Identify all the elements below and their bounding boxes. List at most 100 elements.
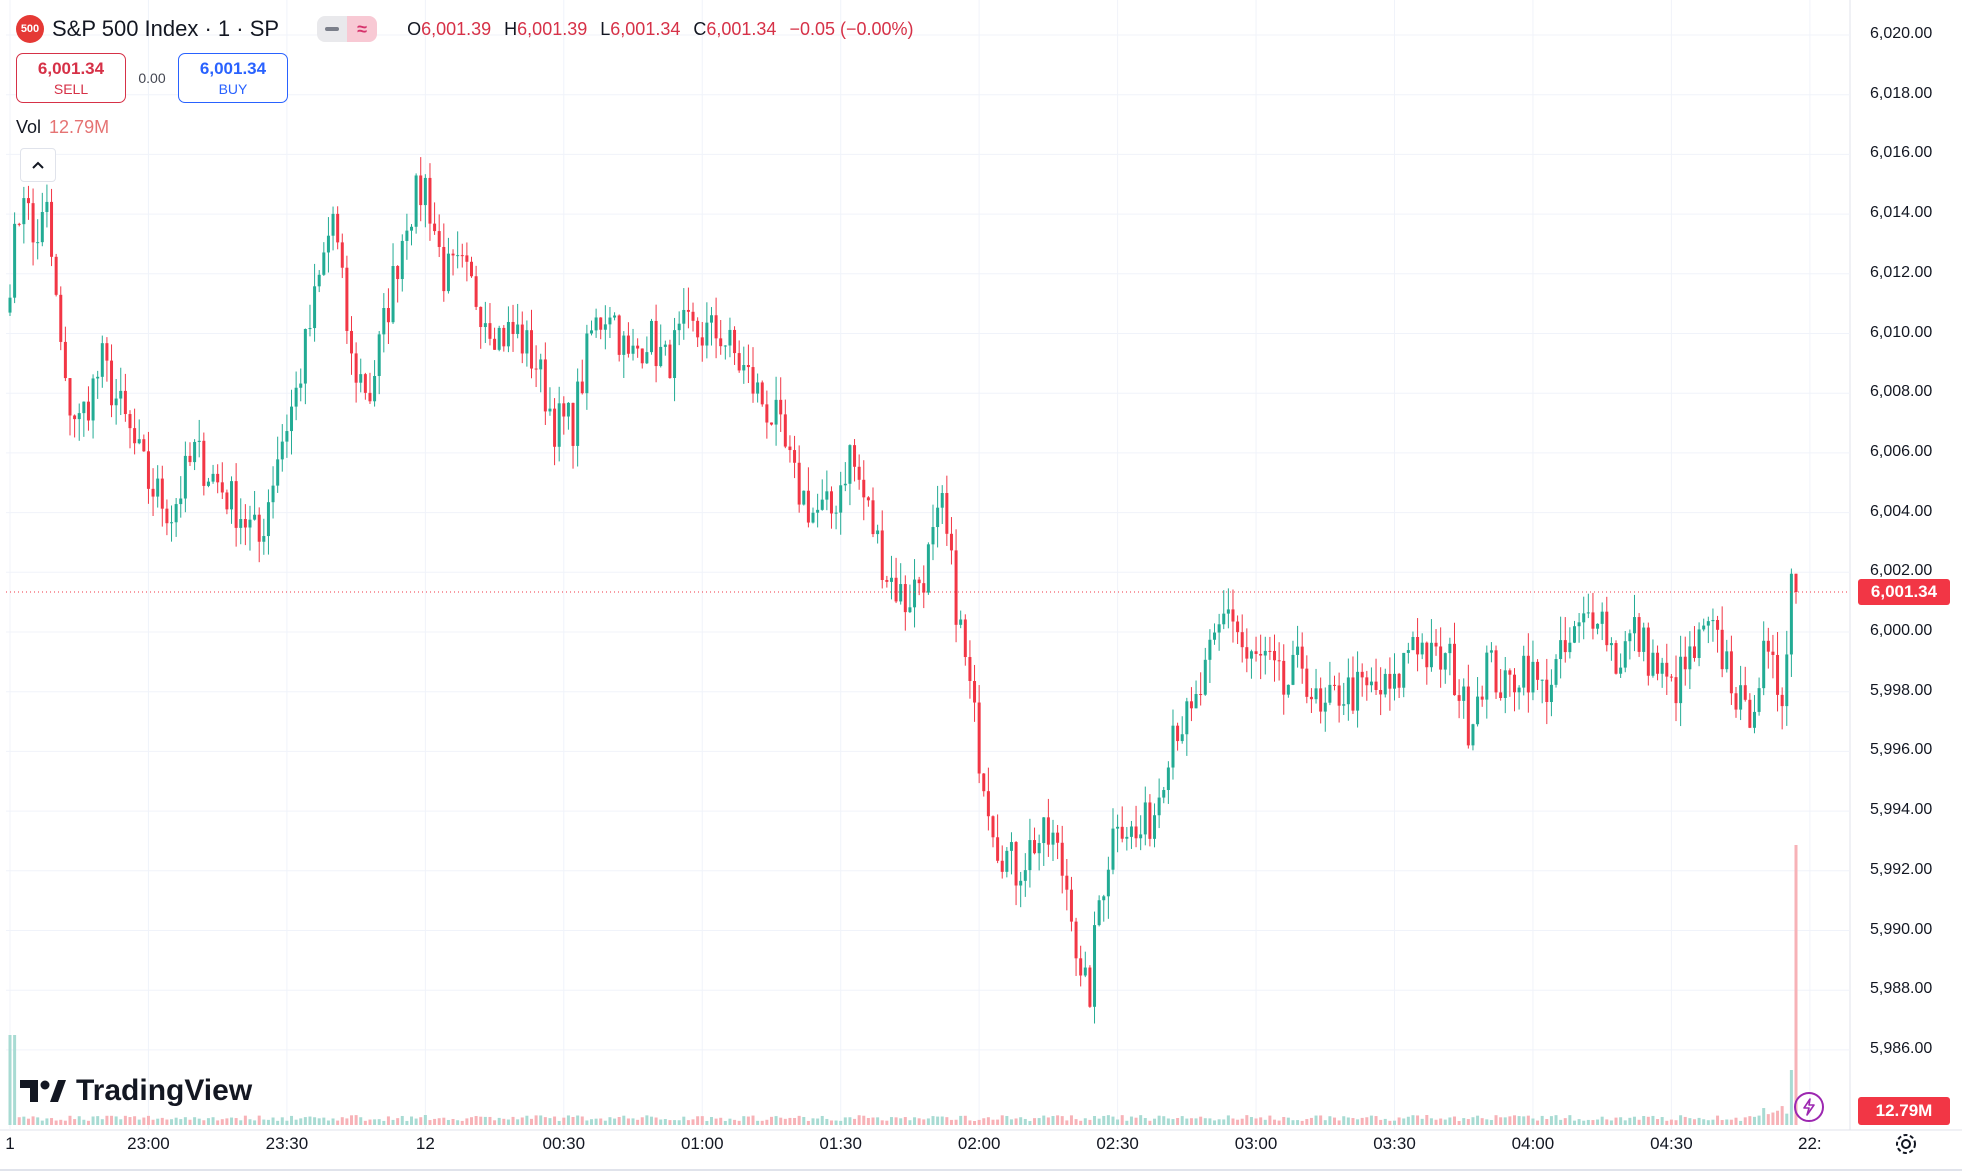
volume-bar (1577, 1119, 1581, 1125)
volume-bar (1125, 1120, 1129, 1125)
volume-bar (1752, 1116, 1756, 1125)
volume-bar (1360, 1117, 1364, 1125)
sell-button[interactable]: 6,001.34 SELL (16, 53, 126, 103)
volume-bar (165, 1119, 169, 1125)
volume-bar (1393, 1120, 1396, 1125)
volume-bar (1093, 1115, 1097, 1125)
candle-body (1369, 681, 1373, 686)
candle-body (1776, 654, 1780, 695)
volume-bar (1397, 1117, 1401, 1125)
volume-bar (1037, 1118, 1041, 1125)
candle-body (1374, 681, 1378, 690)
volume-bar (903, 1117, 907, 1125)
candle-body (973, 680, 977, 703)
candle-body (1111, 828, 1115, 870)
volume-bar (696, 1116, 700, 1125)
candle-body (465, 255, 469, 262)
candle-body (811, 512, 815, 523)
candle-body (1476, 696, 1480, 725)
candle-body (959, 619, 963, 625)
candle-body (723, 345, 727, 347)
volume-bar (631, 1118, 635, 1125)
candle-body (1688, 646, 1692, 670)
candle-body (1545, 679, 1549, 703)
volume-bar (1683, 1116, 1687, 1125)
candle-body (345, 267, 349, 331)
index-logo[interactable]: 500 (16, 15, 44, 43)
candle-body (156, 478, 160, 497)
collapse-legend-button[interactable] (20, 148, 56, 182)
volume-bar (465, 1118, 469, 1125)
lightning-icon[interactable] (1794, 1092, 1824, 1122)
candle-body (73, 415, 77, 420)
volume-bar (1771, 1112, 1775, 1125)
minimize-legend-button[interactable] (317, 16, 348, 42)
volume-bar (986, 1117, 990, 1125)
volume-bar (156, 1118, 160, 1125)
candle-body (682, 309, 686, 324)
candle-body (1060, 842, 1064, 876)
volume-bar (594, 1118, 598, 1125)
candle-body (1199, 694, 1203, 696)
volume-bar (1554, 1115, 1558, 1125)
candle-body (1771, 651, 1775, 655)
candle-body (866, 497, 870, 501)
volume-bar (1734, 1117, 1738, 1125)
volume-bar (1268, 1115, 1272, 1125)
candle-body (839, 485, 843, 513)
candle-body (1000, 860, 1004, 872)
candle-body (1508, 670, 1512, 675)
volume-bar (589, 1119, 593, 1125)
candle-body (1213, 632, 1217, 640)
candle-body (262, 536, 266, 542)
volume-legend[interactable]: Vol 12.79M (16, 117, 109, 138)
volume-bar (1476, 1115, 1480, 1125)
candle-body (899, 584, 903, 602)
volume-bar (183, 1117, 187, 1125)
candle-body (1637, 617, 1641, 652)
candle-body (571, 402, 575, 446)
volume-bar (1559, 1119, 1563, 1125)
candle-body (386, 308, 390, 323)
volume-bar (1139, 1115, 1143, 1125)
volume-bar (959, 1115, 963, 1125)
candle-body (493, 338, 497, 350)
candle-body (516, 324, 520, 335)
settings-gear-icon[interactable] (1892, 1130, 1920, 1158)
volume-bar (876, 1117, 880, 1125)
price-tick-label: 6,004.00 (1870, 502, 1933, 520)
volume-bar (114, 1116, 118, 1125)
volume-bar (1637, 1119, 1641, 1125)
candle-body (1185, 701, 1189, 735)
volume-bar (700, 1116, 704, 1125)
candle-body (442, 246, 446, 292)
volume-bar (497, 1117, 501, 1125)
candle-body (506, 321, 510, 347)
volume-bar (954, 1119, 958, 1125)
symbol-title[interactable]: S&P 500 Index · 1 · SP (52, 16, 280, 41)
volume-bar (1609, 1120, 1613, 1125)
volume-bar (345, 1118, 349, 1125)
time-tick-label: 02:00 (957, 1134, 1001, 1153)
tradingview-logo: TradingView (20, 1074, 252, 1108)
volume-bar (977, 1119, 981, 1125)
buy-button[interactable]: 6,001.34 BUY (178, 53, 288, 103)
candle-body (1720, 629, 1724, 670)
candle-body (1642, 627, 1646, 652)
volume-bar (1102, 1115, 1106, 1125)
candle-body (1402, 652, 1406, 688)
candle-body (945, 493, 949, 534)
volume-bar (243, 1115, 247, 1125)
volume-bar (539, 1115, 543, 1125)
wave-icon[interactable]: ≈ (347, 16, 378, 42)
volume-bar (1014, 1118, 1018, 1125)
candle-body (165, 508, 169, 524)
candle-body (709, 315, 713, 323)
price-tick-label: 6,010.00 (1870, 323, 1933, 341)
candle-body (1572, 626, 1576, 643)
candle-body (599, 317, 603, 330)
volume-bar (133, 1116, 137, 1125)
candle-body (626, 335, 630, 354)
volume-bar (1794, 845, 1798, 1125)
